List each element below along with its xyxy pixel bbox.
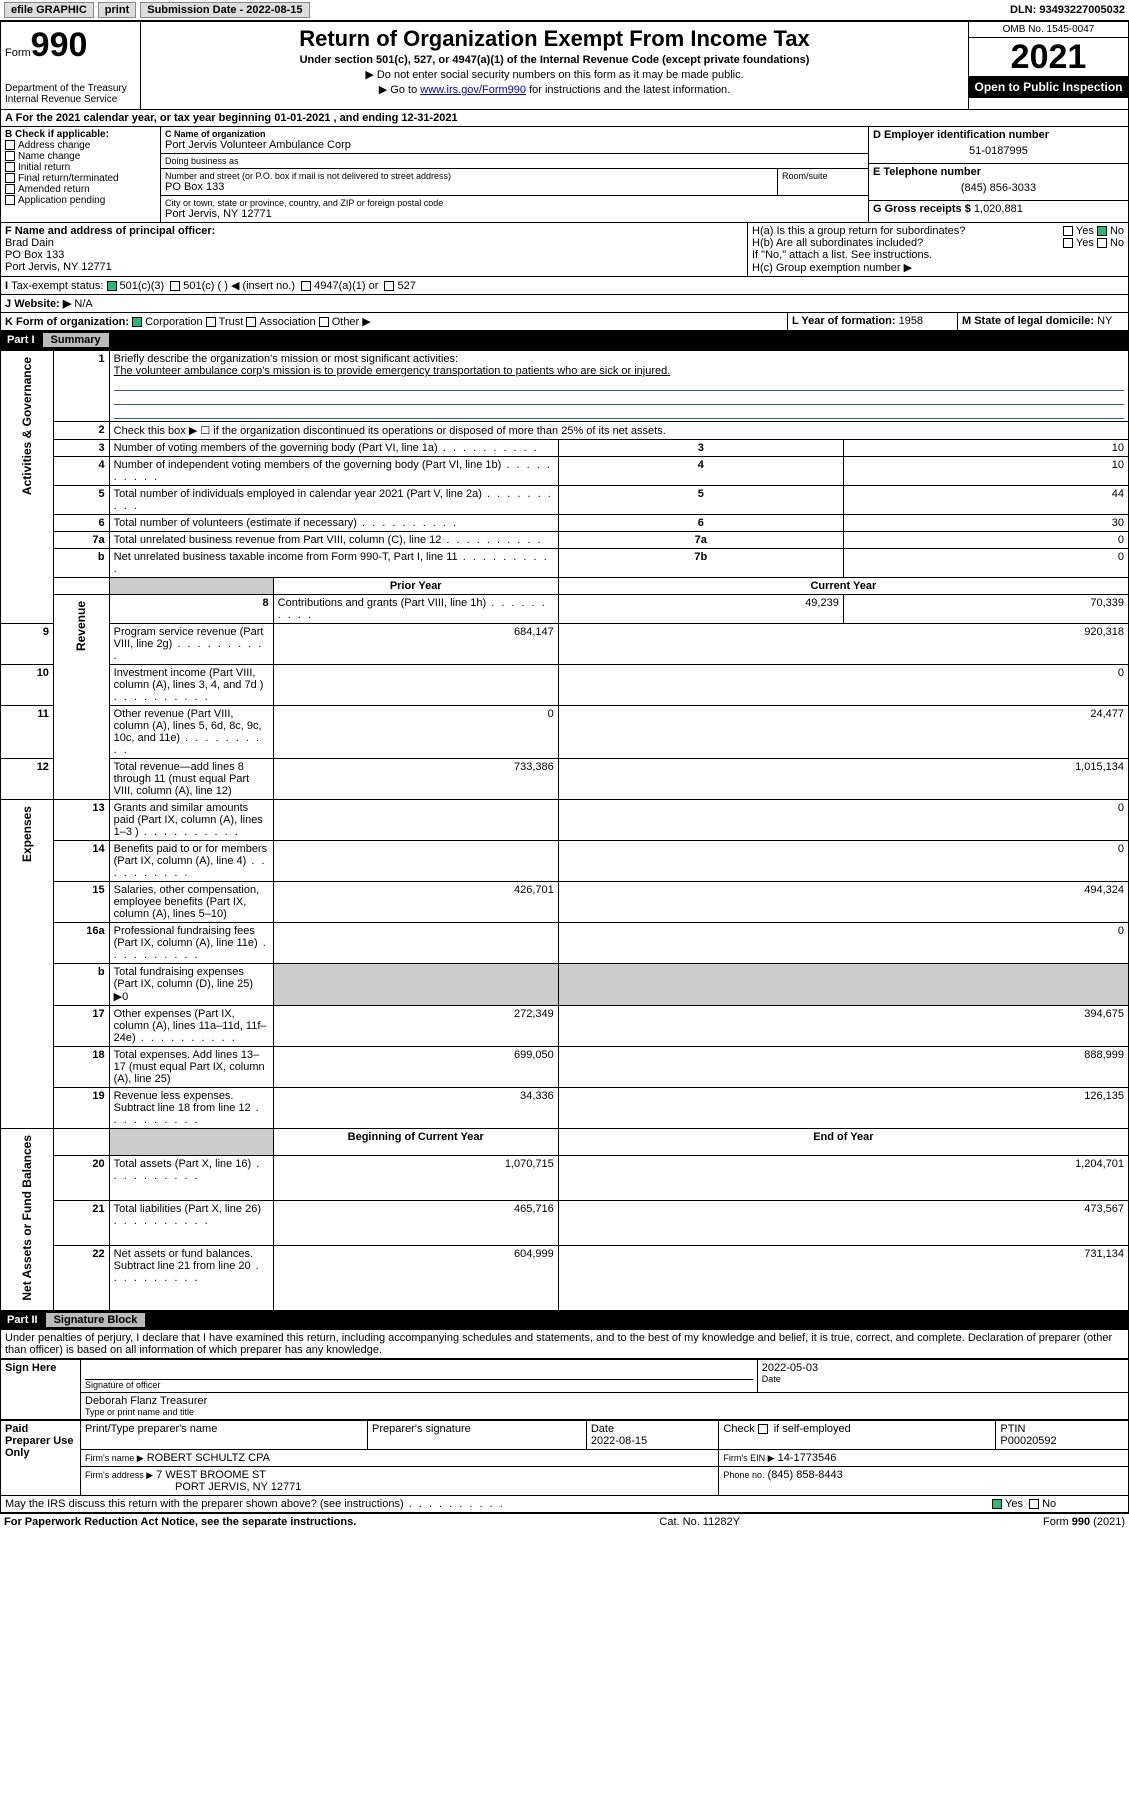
table-row: 10Investment income (Part VIII, column (…: [1, 665, 1129, 706]
row-i: I Tax-exempt status: 501(c)(3) 501(c) ( …: [0, 277, 1129, 295]
table-row: 22Net assets or fund balances. Subtract …: [1, 1246, 1129, 1310]
table-row: 14Benefits paid to or for members (Part …: [1, 841, 1129, 882]
discuss-no-checkbox[interactable]: [1029, 1499, 1039, 1509]
instructions-link[interactable]: www.irs.gov/Form990: [420, 84, 526, 96]
table-row: bTotal fundraising expenses (Part IX, co…: [1, 964, 1129, 1006]
print-button[interactable]: print: [98, 2, 136, 18]
efile-label: efile GRAPHIC: [4, 2, 94, 18]
ein-cell: D Employer identification number 51-0187…: [869, 127, 1128, 164]
row-klm: K Form of organization: Corporation Trus…: [0, 313, 1129, 331]
gross-receipts-cell: G Gross receipts $ 1,020,881: [869, 201, 1128, 217]
perjury-declaration: Under penalties of perjury, I declare th…: [1, 1330, 1128, 1358]
table-row: 17Other expenses (Part IX, column (A), l…: [1, 1006, 1129, 1047]
group-revenue-label: Revenue: [74, 597, 88, 655]
page-footer: For Paperwork Reduction Act Notice, see …: [0, 1513, 1129, 1530]
table-row: 7aTotal unrelated business revenue from …: [1, 532, 1129, 549]
section-b-checkboxes: B Check if applicable: Address change Na…: [1, 127, 161, 222]
address-cell: Number and street (or P.O. box if mail i…: [161, 169, 778, 195]
table-row: 5Total number of individuals employed in…: [1, 486, 1129, 515]
table-row: 6Total number of volunteers (estimate if…: [1, 515, 1129, 532]
table-row: 16aProfessional fundraising fees (Part I…: [1, 923, 1129, 964]
table-row: 4Number of independent voting members of…: [1, 457, 1129, 486]
form-subtitle-1: Under section 501(c), 527, or 4947(a)(1)…: [145, 54, 964, 66]
table-row: 3Number of voting members of the governi…: [1, 440, 1129, 457]
table-row: 15Salaries, other compensation, employee…: [1, 882, 1129, 923]
group-return-cell: H(a) Is this a group return for subordin…: [748, 223, 1128, 276]
form-subtitle-3: ▶ Go to www.irs.gov/Form990 for instruct…: [145, 83, 964, 96]
sign-here-block: Sign Here Signature of officer 2022-05-0…: [0, 1359, 1129, 1420]
org-name-cell: C Name of organization Port Jervis Volun…: [161, 127, 868, 154]
form-number: Form990: [5, 26, 136, 65]
table-row: 19Revenue less expenses. Subtract line 1…: [1, 1088, 1129, 1129]
part-ii-header: Part II Signature Block: [0, 1311, 1129, 1330]
topbar: efile GRAPHIC print Submission Date - 20…: [0, 0, 1129, 21]
discuss-row: May the IRS discuss this return with the…: [0, 1496, 1129, 1513]
table-row: 9Program service revenue (Part VIII, lin…: [1, 624, 1129, 665]
phone-cell: E Telephone number (845) 856-3033: [869, 164, 1128, 201]
discuss-yes-checkbox[interactable]: [992, 1499, 1002, 1509]
public-inspection-badge: Open to Public Inspection: [969, 76, 1128, 98]
block-f-h: F Name and address of principal officer:…: [0, 223, 1129, 277]
table-row: bNet unrelated business taxable income f…: [1, 549, 1129, 578]
group-netassets-label: Net Assets or Fund Balances: [20, 1131, 34, 1305]
part-i-table: Activities & Governance 1 Briefly descri…: [0, 350, 1129, 1311]
form-title: Return of Organization Exempt From Incom…: [145, 26, 964, 52]
part-i-header: Part I Summary: [0, 331, 1129, 350]
table-row: 20Total assets (Part X, line 16)1,070,71…: [1, 1155, 1129, 1200]
room-suite-cell: Room/suite: [778, 169, 868, 195]
submission-date-label: Submission Date - 2022-08-15: [140, 2, 309, 18]
dept-label: Department of the Treasury: [5, 83, 136, 94]
group-expenses-label: Expenses: [20, 802, 34, 866]
501c3-checkbox[interactable]: [107, 281, 117, 291]
block-b-through-g: B Check if applicable: Address change Na…: [0, 127, 1129, 223]
tax-year: 2021: [969, 38, 1128, 76]
table-row: 21Total liabilities (Part X, line 26)465…: [1, 1201, 1129, 1246]
table-row: 18Total expenses. Add lines 13–17 (must …: [1, 1047, 1129, 1088]
row-j: J Website: ▶ N/A: [0, 295, 1129, 313]
form-subtitle-2: ▶ Do not enter social security numbers o…: [145, 68, 964, 81]
dba-cell: Doing business as: [161, 154, 868, 169]
paid-preparer-block: Paid Preparer Use Only Print/Type prepar…: [0, 1420, 1129, 1496]
omb-number: OMB No. 1545-0047: [969, 22, 1128, 38]
dln-label: DLN: 93493227005032: [1010, 4, 1125, 16]
city-cell: City or town, state or province, country…: [161, 196, 868, 222]
table-row: 12Total revenue—add lines 8 through 11 (…: [1, 759, 1129, 800]
table-row: 11Other revenue (Part VIII, column (A), …: [1, 706, 1129, 759]
period-line-a: A For the 2021 calendar year, or tax yea…: [1, 110, 1128, 126]
group-activities-label: Activities & Governance: [20, 353, 34, 499]
principal-officer-cell: F Name and address of principal officer:…: [1, 223, 748, 276]
irs-label: Internal Revenue Service: [5, 94, 136, 105]
form-header: Form990 Department of the Treasury Inter…: [0, 21, 1129, 110]
